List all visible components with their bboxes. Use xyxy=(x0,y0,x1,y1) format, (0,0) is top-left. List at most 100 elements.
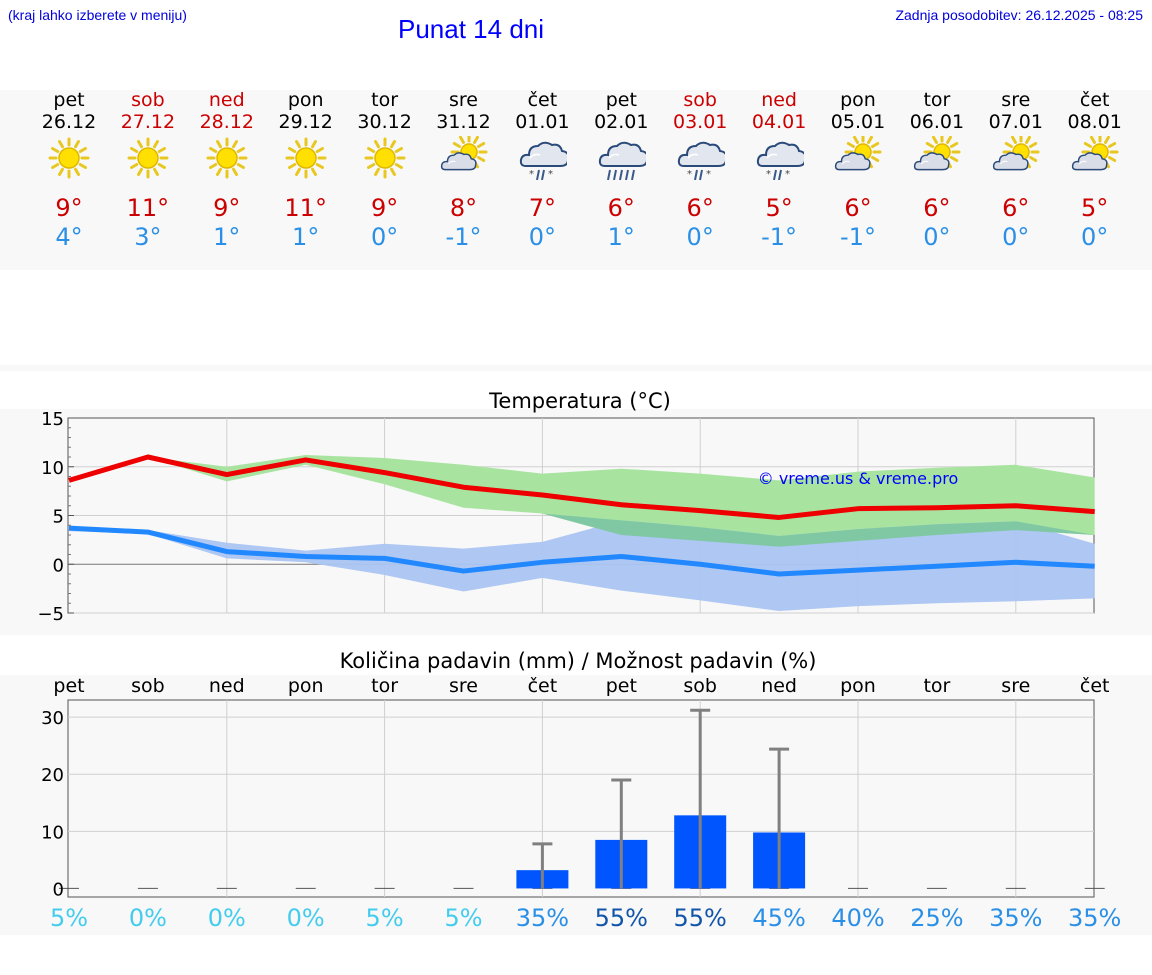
x-category-label: tor xyxy=(371,675,398,697)
partly-cloudy-icon xyxy=(1071,136,1119,171)
day-name: ned xyxy=(761,89,797,111)
day-date: 08.01 xyxy=(1067,111,1122,133)
svg-text:*: * xyxy=(529,169,534,180)
min-temperature-line xyxy=(68,525,1095,577)
precip-probability: 5% xyxy=(444,904,482,932)
day-name: ned xyxy=(208,89,245,111)
x-category-label: pet xyxy=(606,675,637,697)
x-category-label: čet xyxy=(528,675,558,697)
x-category-label: ned xyxy=(761,675,797,697)
day-name: pon xyxy=(287,89,324,111)
y-tick-label: 10 xyxy=(41,822,64,843)
forecast-day: ned 04.01 * * 5° -1° xyxy=(739,90,819,252)
day-date: 28.12 xyxy=(199,111,254,133)
sun-icon xyxy=(206,137,248,179)
forecast-day: pet 02.01 6° 1° xyxy=(581,90,661,252)
x-category-label: čet xyxy=(1080,675,1110,697)
forecast-day: sre 07.01 6° 0° xyxy=(976,90,1056,252)
plot-area xyxy=(67,699,1095,898)
forecast-day: pon 29.12 11° 1° xyxy=(266,90,346,252)
min-temperature: 0° xyxy=(370,223,399,251)
min-temperature: 0° xyxy=(1081,223,1109,251)
day-date: 26.12 xyxy=(41,111,97,133)
last-update: Zadnja posodobitev: 26.12.2025 - 08:25 xyxy=(895,7,1143,23)
day-name: sre xyxy=(1001,89,1031,111)
max-temperature-line xyxy=(68,454,1095,520)
temperature-chart: Temperatura (°C) 15 10 5 0 −5 © vreme.us & v… xyxy=(37,389,1095,625)
max-temperature: 9° xyxy=(213,194,241,222)
precip-probability: 5% xyxy=(366,904,404,932)
cloud-rain-icon xyxy=(599,141,647,180)
precipitation-chart-title: Količina padavin (mm) / Možnost padavin … xyxy=(340,649,817,673)
cloud-sleet-icon: * * xyxy=(678,141,726,180)
precip-probability: 35% xyxy=(516,904,569,932)
day-name: tor xyxy=(371,89,399,111)
x-category-label: tor xyxy=(923,675,950,697)
precip-probability: 55% xyxy=(595,904,648,932)
separator-band xyxy=(0,365,1152,371)
y-tick-label: 20 xyxy=(41,765,64,786)
forecast-day: ned 28.12 9° 1° xyxy=(187,90,267,252)
max-temperature: 6° xyxy=(923,194,951,222)
x-category-label: sre xyxy=(449,675,478,697)
day-date: 30.12 xyxy=(357,111,412,133)
sun-icon xyxy=(285,137,327,179)
y-tick-label: −5 xyxy=(37,604,64,625)
precip-probability: 35% xyxy=(1068,904,1121,932)
max-temperature: 11° xyxy=(126,194,170,222)
day-date: 29.12 xyxy=(278,111,333,133)
precip-probability: 0% xyxy=(208,904,246,932)
day-name: sob xyxy=(131,89,165,111)
max-temperature: 8° xyxy=(449,194,478,222)
x-category-label: pon xyxy=(840,675,876,697)
max-temperature: 6° xyxy=(844,194,872,222)
max-temperature: 9° xyxy=(370,194,399,222)
day-name: pet xyxy=(605,89,637,111)
partly-cloudy-icon xyxy=(992,136,1040,171)
x-category-label: pon xyxy=(288,675,324,697)
day-date: 04.01 xyxy=(751,111,807,133)
max-temperature: 6° xyxy=(607,194,635,222)
day-name: sre xyxy=(449,89,478,111)
min-temperature: 1° xyxy=(292,223,320,251)
sun-icon xyxy=(127,137,169,179)
forecast-band xyxy=(0,90,1152,270)
forecast-day: sre 31.12 8° -1° xyxy=(424,90,504,252)
svg-text:*: * xyxy=(766,169,771,180)
max-temperature: 5° xyxy=(1081,194,1109,222)
max-temperature: 11° xyxy=(284,194,327,222)
day-name: sob xyxy=(683,89,717,111)
svg-text:*: * xyxy=(687,169,692,180)
sun-icon xyxy=(364,137,406,179)
day-date: 01.01 xyxy=(515,111,570,133)
max-temperature: 9° xyxy=(55,194,83,222)
max-temperature: 7° xyxy=(528,194,557,222)
temperature-chart-title: Temperatura (°C) xyxy=(488,389,671,413)
forecast-day: tor 06.01 6° 0° xyxy=(897,90,977,252)
partly-cloudy-icon xyxy=(834,136,882,171)
day-date: 31.12 xyxy=(436,111,491,133)
min-temperature: -1° xyxy=(761,223,798,251)
y-tick-label: 15 xyxy=(41,409,64,430)
max-temperature: 6° xyxy=(1002,194,1030,222)
day-date: 05.01 xyxy=(830,111,886,133)
x-category-label: pet xyxy=(53,675,84,697)
forecast-day: tor 30.12 9° 0° xyxy=(345,90,425,252)
daily-forecast: pet 26.12 9° 4° sob 27.12 11° 3° ned 28.12 9° 1° pon… xyxy=(0,90,1152,270)
day-name: tor xyxy=(923,89,951,111)
min-range-band xyxy=(69,520,1095,612)
y-tick-label: 5 xyxy=(53,507,64,528)
cloud-sleet-icon: * * xyxy=(520,141,568,180)
cloud-sleet-icon: * * xyxy=(756,141,805,180)
precip-probability: 35% xyxy=(989,904,1042,932)
y-tick-label: 0 xyxy=(53,555,64,576)
precip-probability: 45% xyxy=(752,904,805,932)
precip-probability: 0% xyxy=(129,904,167,932)
location-hint: (kraj lahko izberete v meniju) xyxy=(8,7,187,23)
precip-probability: 25% xyxy=(910,904,963,932)
day-name: čet xyxy=(1079,89,1110,111)
min-temperature: 0° xyxy=(923,223,951,251)
partly-cloudy-icon xyxy=(440,136,487,171)
day-date: 02.01 xyxy=(594,111,649,133)
min-temperature: 0° xyxy=(528,223,557,251)
